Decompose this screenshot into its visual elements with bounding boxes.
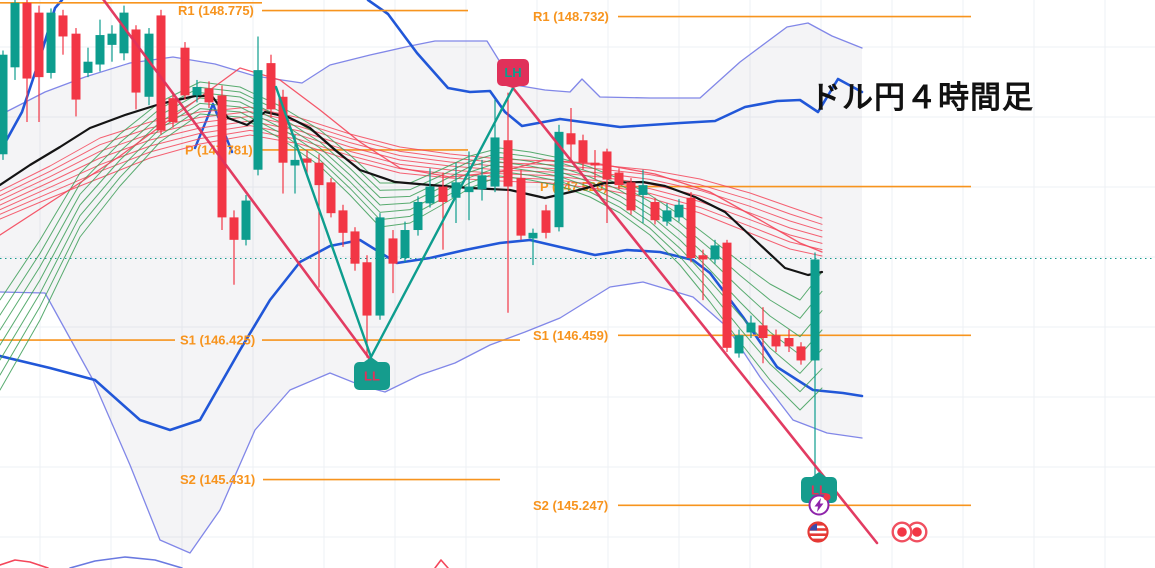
pivot-label-R1-left: R1 (148.775) [178,3,254,18]
pivot-label-S2-right: S2 (145.247) [533,498,608,513]
economic-event-lightning-icon[interactable] [808,493,831,516]
chart-title: ドル円４時間足 [810,80,1034,115]
swing-badge-swing-LH[interactable]: LH [497,59,529,88]
svg-text:LL: LL [364,368,380,383]
pivot-label-S1-left: S1 (146.425) [180,333,255,348]
zigzag-lines[interactable] [274,85,515,359]
zigzag-down[interactable] [274,85,373,359]
zigzag-up[interactable] [369,86,515,359]
candlestick-series [0,0,820,476]
pivot-label-S1-right: S1 (146.459) [533,328,608,343]
event-pair-circles-icon[interactable] [891,521,928,543]
trendline-1[interactable] [100,0,371,360]
us-flag-icon[interactable] [807,521,829,543]
svg-text:LH: LH [504,65,521,80]
svg-text:LL: LL [811,482,827,497]
trendline-2[interactable] [511,86,879,545]
pivot-label-S2-left: S2 (145.431) [180,472,255,487]
pivot-label-R1-right: R1 (148.732) [533,9,609,24]
trendlines[interactable] [100,0,879,545]
swing-badge-swing-LL-1[interactable]: LL [354,357,390,390]
pivot-levels: R1 (148.775)P (147.781)S1 (146.425)S2 (1… [0,2,971,513]
volatility-bands [0,0,864,554]
lower-pane-fragments [0,556,449,568]
